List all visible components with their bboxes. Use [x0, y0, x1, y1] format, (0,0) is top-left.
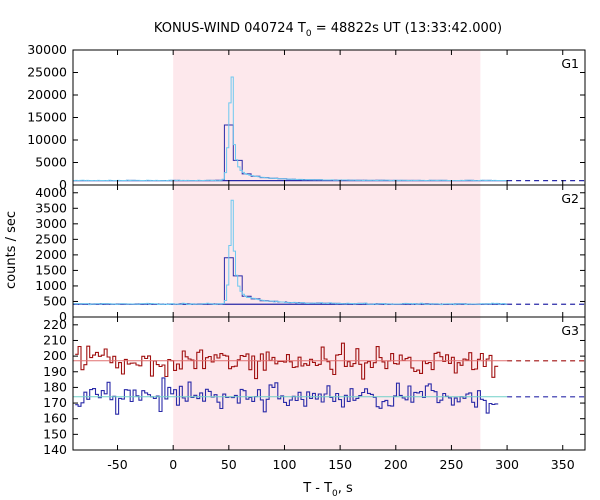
- panel-label: G1: [561, 56, 579, 71]
- y-tick-label: 2000: [35, 247, 67, 262]
- x-tick-label: 350: [551, 457, 575, 472]
- y-tick-label: 0: [59, 309, 67, 324]
- panel-frame: [72, 316, 586, 451]
- fine-lightcurve-series: [73, 199, 508, 306]
- x-axis-label: T - T0, s: [302, 481, 353, 499]
- panel-label: G3: [561, 323, 579, 338]
- y-tick-label: 20000: [27, 87, 67, 102]
- y-tick-label: 220: [43, 317, 67, 332]
- y-axis-label: counts / sec: [4, 211, 19, 289]
- shaded-interval-region: [173, 50, 481, 450]
- x-tick-label: 150: [328, 457, 352, 472]
- y-tick-label: 3000: [35, 216, 67, 231]
- y-tick-label: 180: [43, 379, 67, 394]
- y-tick-label: 0: [59, 177, 67, 192]
- y-tick-label: 210: [43, 332, 67, 347]
- g3-series-1: [75, 342, 499, 380]
- g3-series-2: [75, 377, 499, 415]
- x-tick-label: 250: [440, 457, 464, 472]
- y-tick-label: 1500: [35, 262, 67, 277]
- plot-panels: 050001000015000200002500030000G105001000…: [27, 42, 586, 472]
- y-tick-label: 30000: [27, 42, 67, 57]
- y-tick-label: 140: [43, 442, 67, 457]
- x-tick-label: -50: [107, 457, 127, 472]
- y-tick-label: 500: [43, 293, 67, 308]
- y-tick-label: 25000: [27, 65, 67, 80]
- x-tick-label: 300: [495, 457, 519, 472]
- y-tick-label: 160: [43, 411, 67, 426]
- y-tick-label: 3500: [35, 200, 67, 215]
- y-tick-label: 10000: [27, 132, 67, 147]
- panel-g1: 0 5000 10000 15000 20000 25000 30000 G1: [27, 42, 586, 192]
- panel-label: G2: [561, 191, 579, 206]
- x-tick-label: 0: [169, 457, 177, 472]
- chart-title: KONUS-WIND 040724 T0 = 48822s UT (13:33:…: [154, 21, 502, 39]
- y-tick-label: 5000: [35, 155, 67, 170]
- y-tick-label: 170: [43, 395, 67, 410]
- y-tick-label: 15000: [27, 110, 67, 125]
- y-tick-label: 2500: [35, 231, 67, 246]
- x-tick-label: 200: [384, 457, 408, 472]
- y-tick-label: 1000: [35, 278, 67, 293]
- x-tick-label: 100: [273, 457, 297, 472]
- y-tick-label: 4000: [35, 185, 67, 200]
- y-tick-label: 150: [43, 426, 67, 441]
- fine-lightcurve-series: [73, 76, 508, 182]
- x-tick-label: 50: [221, 457, 237, 472]
- y-tick-label: 200: [43, 348, 67, 363]
- y-tick-label: 190: [43, 364, 67, 379]
